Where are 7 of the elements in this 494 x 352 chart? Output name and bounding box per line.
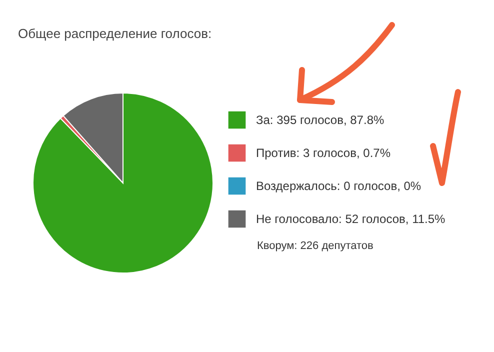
chart-title: Общее распределение голосов: (18, 26, 212, 41)
text: Кворум: 226 депутатов (257, 240, 374, 252)
legend-label: Против: 3 голосов, 0.7% (256, 146, 391, 160)
legend-label: За: 395 голосов, 87.8% (256, 113, 384, 127)
pie-slice (32, 92, 214, 274)
legend-label: Не голосовало: 52 голосов, 11.5% (256, 212, 446, 226)
legend-label: Воздержалось: 0 голосов, 0% (256, 179, 422, 193)
